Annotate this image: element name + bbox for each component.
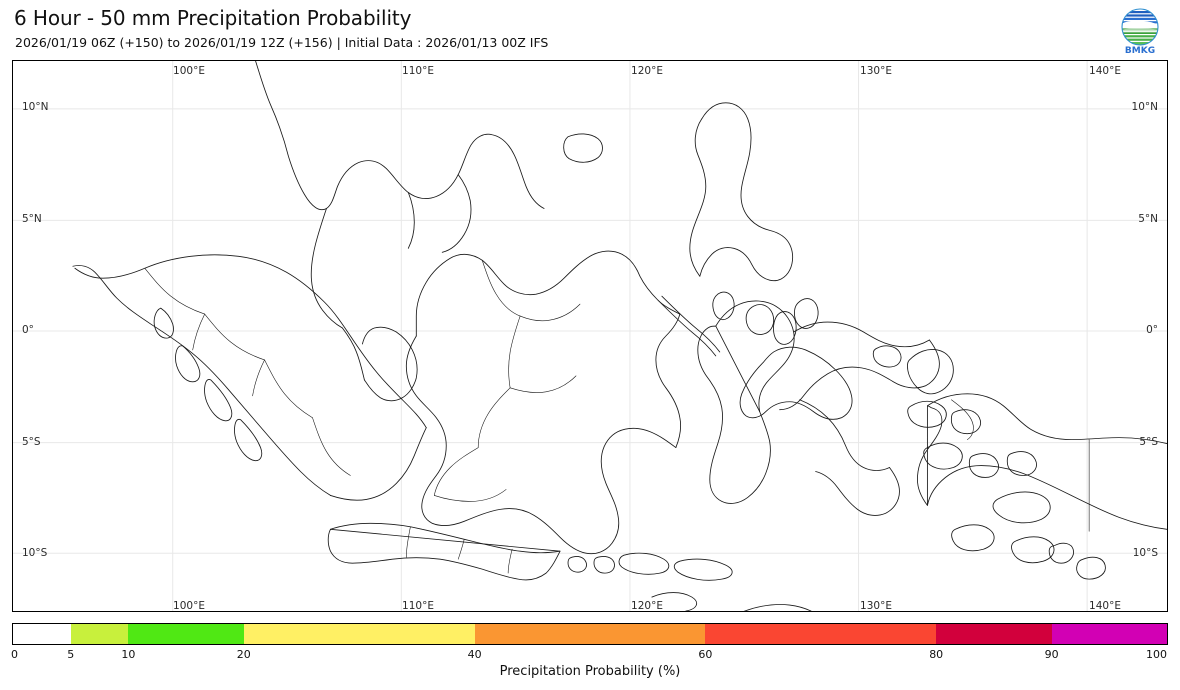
lon-tick-top-4: 140°E bbox=[1089, 65, 1121, 77]
colorbar-tick-10: 10 bbox=[121, 648, 136, 661]
colorbar-tick-0: 0 bbox=[11, 648, 18, 661]
lat-tick-right-2: 0° bbox=[1146, 324, 1158, 336]
colorbar-tick-20: 20 bbox=[236, 648, 251, 661]
lon-tick-bottom-0: 100°E bbox=[173, 600, 205, 612]
lon-tick-bottom-4: 140°E bbox=[1089, 600, 1121, 612]
lon-tick-top-0: 100°E bbox=[173, 65, 205, 77]
colorbar-segment-40-60 bbox=[474, 624, 706, 644]
colorbar-segment-0-5 bbox=[13, 624, 71, 644]
bmkg-logo: BMKG bbox=[1112, 6, 1168, 56]
map-plot-area[interactable] bbox=[12, 60, 1168, 612]
lat-tick-left-3: 5°S bbox=[22, 436, 41, 448]
lat-tick-left-1: 5°N bbox=[22, 213, 42, 225]
colorbar-tick-100: 100 bbox=[1146, 648, 1167, 661]
lat-tick-left-2: 0° bbox=[22, 324, 34, 336]
lat-tick-left-4: 10°S bbox=[22, 547, 48, 559]
colorbar-label: Precipitation Probability (%) bbox=[499, 664, 681, 679]
lat-tick-right-1: 5°N bbox=[1138, 213, 1158, 225]
lon-tick-top-1: 110°E bbox=[402, 65, 434, 77]
lon-tick-top-3: 130°E bbox=[860, 65, 892, 77]
colorbar-segment-60-80 bbox=[705, 624, 937, 644]
lon-tick-bottom-2: 120°E bbox=[631, 600, 663, 612]
lat-tick-right-3: 5°S bbox=[1139, 436, 1158, 448]
colorbar-tick-80: 80 bbox=[929, 648, 944, 661]
coastlines bbox=[72, 61, 1167, 611]
colorbar[interactable] bbox=[12, 623, 1168, 645]
map-gridlines bbox=[13, 61, 1167, 611]
bmkg-logo-icon: BMKG bbox=[1121, 8, 1159, 56]
colorbar-segment-5-10 bbox=[70, 624, 129, 644]
bmkg-logo-text: BMKG bbox=[1125, 46, 1155, 56]
page-subtitle: 2026/01/19 06Z (+150) to 2026/01/19 12Z … bbox=[15, 35, 549, 50]
lat-tick-left-0: 10°N bbox=[22, 101, 49, 113]
colorbar-tick-5: 5 bbox=[67, 648, 75, 661]
map-canvas bbox=[13, 61, 1167, 611]
lat-tick-right-0: 10°N bbox=[1131, 101, 1158, 113]
colorbar-tick-60: 60 bbox=[698, 648, 713, 661]
lon-tick-bottom-1: 110°E bbox=[402, 600, 434, 612]
colorbar-segment-90-100 bbox=[1051, 624, 1167, 644]
colorbar-tick-90: 90 bbox=[1044, 648, 1059, 661]
lon-tick-top-2: 120°E bbox=[631, 65, 663, 77]
colorbar-segment-20-40 bbox=[243, 624, 475, 644]
colorbar-tick-40: 40 bbox=[467, 648, 482, 661]
page-title: 6 Hour - 50 mm Precipitation Probability bbox=[14, 6, 412, 30]
colorbar-segment-80-90 bbox=[936, 624, 1052, 644]
lon-tick-bottom-3: 130°E bbox=[860, 600, 892, 612]
lat-tick-right-4: 10°S bbox=[1132, 547, 1158, 559]
colorbar-segment-10-20 bbox=[128, 624, 244, 644]
